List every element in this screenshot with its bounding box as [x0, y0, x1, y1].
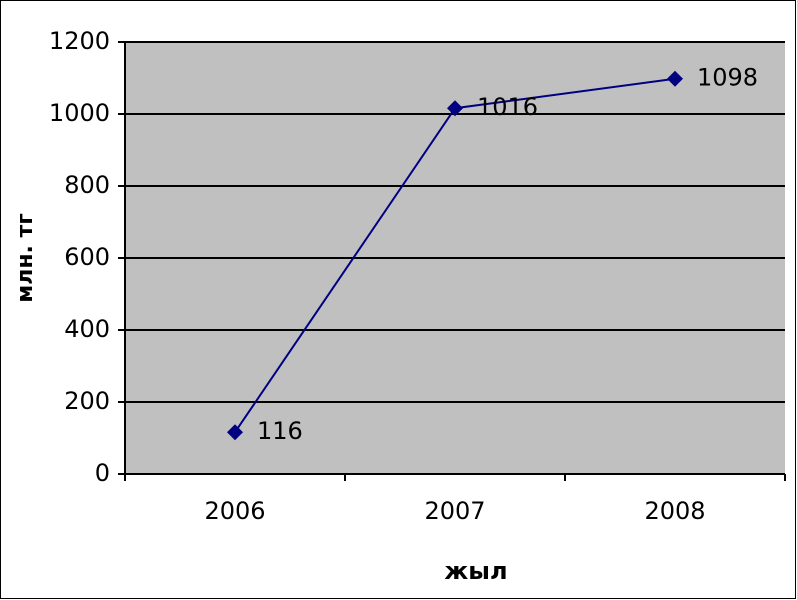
- y-tick-label: 600: [64, 243, 110, 271]
- data-label: 116: [257, 417, 303, 445]
- point-marker: [227, 424, 243, 441]
- y-tick-label: 200: [64, 387, 110, 415]
- data-label: 1098: [697, 64, 758, 92]
- x-tick-label: 2006: [204, 497, 265, 525]
- point-marker: [667, 70, 683, 87]
- x-tick-label: 2007: [424, 497, 485, 525]
- y-tick-label: 1000: [49, 99, 110, 127]
- data-label: 1016: [477, 93, 538, 121]
- y-tick-label: 0: [95, 459, 110, 487]
- x-tick-label: 2008: [644, 497, 705, 525]
- y-axis-title: млн. тг: [13, 213, 38, 303]
- point-marker: [447, 100, 463, 117]
- y-tick-label: 800: [64, 171, 110, 199]
- y-tick-label: 400: [64, 315, 110, 343]
- y-tick-label: 1200: [49, 27, 110, 55]
- x-axis-title: жыл: [444, 557, 507, 585]
